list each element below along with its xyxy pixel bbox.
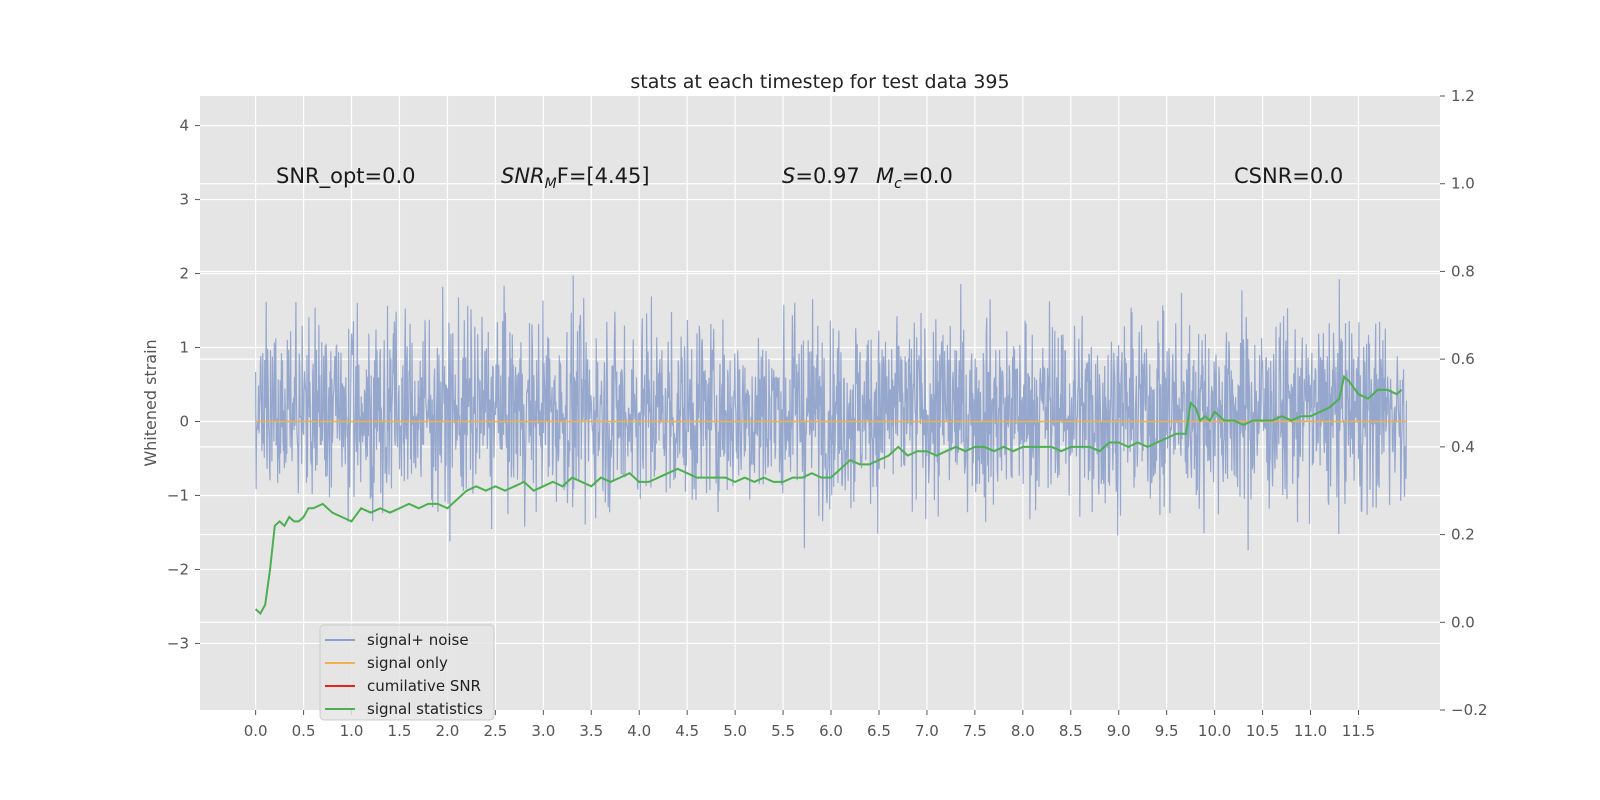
x-tick-label: 1.0: [340, 722, 364, 740]
x-tick-label: 6.5: [867, 722, 891, 740]
annotations: SNR_opt=0.0 SNRMF=[4.45] S=0.97 Mc=0.0 C…: [276, 164, 1343, 192]
y-tick-label: −1: [167, 486, 189, 504]
legend-label: signal+ noise: [367, 631, 469, 649]
right-y-tick-label: −0.2: [1451, 701, 1487, 719]
x-tick-label: 8.5: [1059, 722, 1083, 740]
x-tick-label: 7.0: [915, 722, 939, 740]
legend-box: [319, 624, 495, 721]
signal-noise-trace: [255, 275, 1408, 551]
legend: signal+ noise signal only cumilative SNR si…: [319, 624, 495, 721]
annotation-s-value: =0.97: [795, 164, 859, 188]
x-tick-label: 4.5: [675, 722, 699, 740]
x-tick-label: 11.5: [1342, 722, 1375, 740]
signal-statistics-series: [254, 374, 1403, 616]
right-y-tick-label: 0.4: [1451, 438, 1475, 456]
x-tick-label: 0.5: [292, 722, 316, 740]
annotation-snr-mf: SNRMF=[4.45]: [501, 164, 650, 192]
annotation-snr-mf-value: F=[4.45]: [557, 164, 650, 188]
y-tick-label: 2: [179, 265, 189, 283]
annotation-s: S=0.97: [782, 164, 860, 188]
y-tick-label: 0: [179, 412, 189, 430]
y-tick-label: 4: [179, 117, 189, 135]
x-tick-label: 1.5: [388, 722, 412, 740]
annotation-s-symbol: S: [782, 164, 795, 188]
x-tick-label: 10.0: [1198, 722, 1231, 740]
x-tick-label: 4.0: [627, 722, 651, 740]
signal-noise-series: [255, 275, 1408, 551]
legend-label: signal statistics: [367, 700, 483, 718]
x-axis-ticks: 0.0 0.5 1.0 1.5 2.0 2.5 3.0 3.5 4.0 4.5 5.0 5.5 6.0 6…: [244, 710, 1375, 740]
x-tick-label: 6.0: [819, 722, 843, 740]
y-tick-label: −2: [167, 560, 189, 578]
x-tick-label: 7.5: [963, 722, 987, 740]
annotation-mc-subscript: c: [894, 176, 902, 192]
right-y-tick-label: 1.2: [1451, 87, 1475, 105]
annotation-snr-mf-subscript: M: [545, 176, 557, 192]
chart-title: stats at each timestep for test data 395: [630, 71, 1009, 93]
x-tick-label: 3.0: [531, 722, 555, 740]
right-y-tick-label: 0.2: [1451, 526, 1475, 544]
x-tick-label: 9.5: [1155, 722, 1179, 740]
legend-label: cumilative SNR: [367, 677, 481, 695]
x-tick-label: 0.0: [244, 722, 268, 740]
annotation-snr-mf-symbol: SNR: [501, 164, 545, 188]
y-tick-label: 1: [179, 339, 189, 357]
y-axis-label: Whitened strain: [141, 339, 160, 466]
y-tick-label: −3: [167, 634, 189, 652]
x-tick-label: 8.0: [1011, 722, 1035, 740]
annotation-mc: Mc=0.0: [876, 164, 953, 192]
x-tick-label: 9.0: [1107, 722, 1131, 740]
right-y-tick-label: 0.8: [1451, 262, 1475, 280]
y-tick-label: 3: [179, 191, 189, 209]
right-y-tick-label: 0.0: [1451, 613, 1475, 631]
x-tick-label: 10.5: [1246, 722, 1279, 740]
x-tick-label: 5.5: [771, 722, 795, 740]
y-axis-ticks: −3 −2 −1 0 1 2 3 4: [167, 117, 200, 652]
x-tick-label: 2.5: [483, 722, 507, 740]
annotation-mc-value: =0.0: [902, 164, 953, 188]
annotation-snr-opt: SNR_opt=0.0: [276, 164, 416, 189]
right-y-tick-label: 0.6: [1451, 350, 1475, 368]
x-tick-label: 11.0: [1294, 722, 1327, 740]
right-y-axis-ticks: −0.2 0.0 0.2 0.4 0.6 0.8 1.0 1.2: [1440, 87, 1487, 719]
x-tick-label: 5.0: [723, 722, 747, 740]
x-tick-label: 2.0: [435, 722, 459, 740]
right-y-tick-label: 1.0: [1451, 175, 1475, 193]
annotation-csnr: CSNR=0.0: [1234, 164, 1343, 188]
x-tick-label: 3.5: [579, 722, 603, 740]
legend-label: signal only: [367, 654, 448, 672]
annotation-mc-symbol: M: [876, 164, 894, 188]
